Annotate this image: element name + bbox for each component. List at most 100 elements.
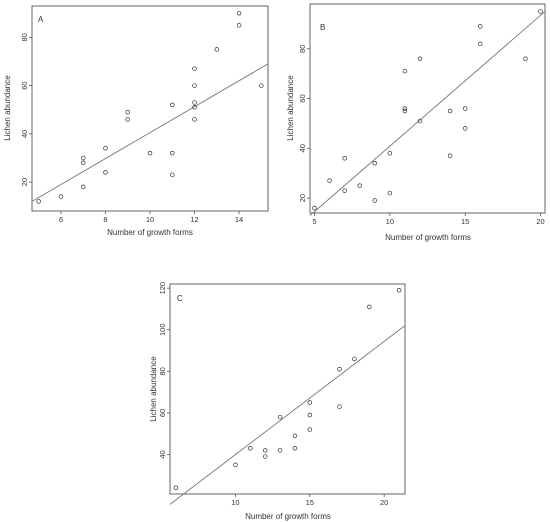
- panel-c-data-point: [277, 448, 283, 453]
- panel-c-y-tick-label: 60: [158, 409, 167, 417]
- panel-c-data-point: [307, 427, 313, 432]
- panel-b-y-tick-label: 60: [298, 94, 307, 102]
- panel-c-data-point: [337, 404, 342, 409]
- panel-c-data-point: [337, 366, 342, 372]
- panel-c-y-tick-label: 120: [158, 282, 167, 295]
- panel-b-y-tick-label: 20: [298, 194, 307, 202]
- panel-a-data-point: [259, 83, 264, 88]
- panel-c-x-axis-title: Number of growth forms: [245, 512, 331, 521]
- panel-b-data-point: [402, 106, 408, 111]
- panel-b-frame: [309, 3, 546, 214]
- panel-a-x-tick-label: 6: [59, 215, 63, 224]
- panel-c-y-axis-title: Lichen abundance: [149, 356, 158, 422]
- panel-b-data-point: [462, 106, 468, 111]
- panel-b-data-point: [312, 205, 317, 211]
- panel-a-data-point: [103, 170, 108, 175]
- panel-c-points: [173, 287, 402, 491]
- panel-c-x-tick-label: 20: [380, 498, 388, 507]
- panel-a-fit: [31, 63, 269, 202]
- panel-a-x-tick-label: 8: [103, 215, 107, 224]
- panel-c-data-point: [233, 462, 238, 468]
- panel-b-data-point: [327, 178, 332, 183]
- panel-b-data-point: [387, 151, 393, 156]
- panel-a-y-tick-label: 60: [20, 81, 29, 89]
- panel-a-data-point: [192, 66, 197, 71]
- panel-b: B Number of growth forms Lichen abundanc…: [286, 3, 546, 242]
- panel-a-data-point: [170, 102, 175, 108]
- panel-b-x-tick-label: 5: [312, 217, 316, 226]
- panel-a-data-point: [125, 117, 130, 122]
- panel-a-data-point: [170, 150, 175, 156]
- panel-b-data-point: [447, 153, 453, 159]
- panel-b-data-point: [342, 188, 347, 193]
- panel-b-x-tick-label: 15: [461, 217, 469, 226]
- panel-a-data-point: [192, 105, 197, 110]
- panel-b-data-point: [477, 24, 483, 29]
- panel-b-data-point: [402, 68, 408, 74]
- panel-c-data-point: [396, 287, 402, 293]
- panel-b-data-point: [372, 198, 378, 203]
- panel-a-y-tick-label: 80: [20, 33, 29, 41]
- panel-b-x-tick-label: 10: [386, 217, 394, 226]
- panel-c-data-point: [352, 356, 357, 362]
- panel-b-x-axis-title: Number of growth forms: [385, 233, 471, 242]
- panel-b-data-point: [372, 160, 378, 166]
- panel-a-data-point: [103, 146, 108, 151]
- panel-c-x-tick-label: 15: [306, 498, 314, 507]
- panel-c-y-tick-label: 100: [158, 323, 167, 336]
- panel-c-data-point: [307, 400, 313, 405]
- panel-a: A Number of growth forms Lichen abundanc…: [3, 5, 269, 237]
- panel-b-data-point: [357, 183, 362, 188]
- panel-b-label: B: [320, 23, 325, 32]
- panel-b-y-tick-label: 40: [298, 144, 307, 152]
- panel-a-x-tick-label: 10: [146, 215, 154, 224]
- panel-a-data-point: [125, 109, 130, 115]
- panel-a-ticks: 6 8 10 12 14 20 40 60 80: [20, 33, 243, 224]
- panel-b-y-tick-label: 80: [298, 45, 307, 53]
- panel-a-data-point: [192, 100, 197, 105]
- panel-a-data-point: [170, 172, 175, 178]
- panel-a-data-point: [236, 10, 242, 16]
- panel-c-data-point: [262, 448, 268, 453]
- panel-b-data-point: [402, 108, 408, 114]
- panel-c-data-point: [367, 304, 372, 310]
- panel-a-points: [36, 10, 264, 204]
- panel-a-regression-line: [31, 63, 269, 202]
- panel-b-fit: [309, 11, 546, 216]
- panel-b-points: [312, 9, 543, 211]
- panel-b-x-tick-label: 20: [536, 217, 544, 226]
- panel-a-x-axis-title: Number of growth forms: [107, 228, 193, 237]
- panel-b-data-point: [417, 56, 423, 61]
- panel-c-ticks: 10 15 20 40 60 80 100 120: [158, 282, 388, 507]
- panel-b-data-point: [342, 156, 347, 161]
- panel-b-y-axis-title: Lichen abundance: [286, 75, 295, 141]
- panel-a-x-tick-label: 14: [235, 215, 243, 224]
- panel-a-data-point: [192, 117, 197, 122]
- panel-a-x-tick-label: 12: [190, 215, 198, 224]
- panel-b-data-point: [462, 126, 468, 131]
- panel-b-data-point: [387, 190, 393, 196]
- panel-a-data-point: [236, 23, 242, 28]
- panel-c-fit: [169, 325, 406, 505]
- panel-c-y-tick-label: 40: [158, 450, 167, 458]
- panel-a-y-tick-label: 40: [20, 130, 29, 138]
- panel-a-y-tick-label: 20: [20, 178, 29, 186]
- panel-a-data-point: [80, 160, 86, 166]
- panel-b-data-point: [477, 41, 483, 47]
- panel-c-frame: [169, 283, 406, 495]
- panel-c-data-point: [173, 485, 179, 491]
- panel-c-data-point: [262, 454, 268, 459]
- panel-c-regression-line: [169, 325, 406, 505]
- panel-c-label: C: [177, 294, 183, 303]
- panel-b-ticks: 5 10 15 20 20 40 60 80: [298, 45, 545, 226]
- panel-c-x-tick-label: 10: [231, 498, 239, 507]
- panel-a-y-axis-title: Lichen abundance: [3, 75, 12, 141]
- panel-c-data-point: [277, 414, 283, 420]
- panel-a-data-point: [147, 150, 153, 156]
- panel-b-data-point: [523, 56, 528, 61]
- panel-a-data-point: [36, 199, 41, 204]
- panel-a-label: A: [38, 15, 44, 24]
- panel-b-data-point: [538, 9, 543, 14]
- panel-b-regression-line: [309, 11, 546, 216]
